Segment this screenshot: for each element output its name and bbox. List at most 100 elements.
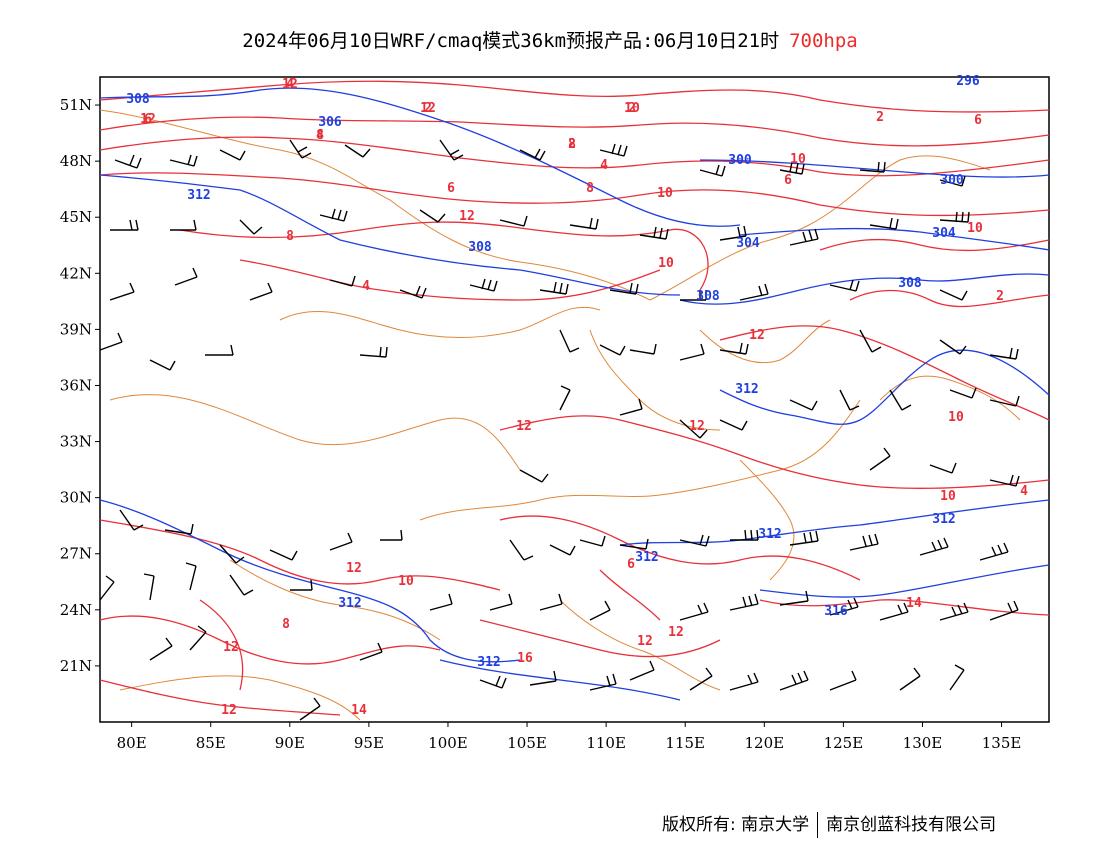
longitude-label: 115E bbox=[665, 734, 705, 752]
temperature-label: 2 bbox=[876, 110, 884, 125]
latitude-label: 51N bbox=[60, 96, 92, 114]
longitude-ticks bbox=[131, 722, 1003, 727]
temperature-label: 10 bbox=[967, 221, 983, 236]
latitude-label: 21N bbox=[60, 657, 92, 675]
temperature-label: 12 bbox=[749, 328, 765, 343]
temperature-label: 12 bbox=[637, 634, 653, 649]
temperature-label: 6 bbox=[784, 173, 792, 188]
temperature-label: 6 bbox=[974, 113, 982, 128]
latitude-label: 39N bbox=[60, 320, 92, 338]
copyright-separator bbox=[817, 812, 819, 838]
latitude-label: 42N bbox=[60, 264, 92, 282]
longitude-label: 85E bbox=[196, 734, 226, 752]
copyright-owner-1: 版权所有: 南京大学 bbox=[662, 815, 810, 835]
geopotential-height-contours bbox=[99, 87, 1050, 701]
temperature-label: 6 bbox=[627, 557, 635, 572]
longitude-label: 135E bbox=[982, 734, 1022, 752]
temperature-label: 2 bbox=[568, 137, 576, 152]
height-label: 312 bbox=[635, 550, 658, 565]
temperature-label: 8 bbox=[586, 181, 594, 196]
title-text: 2024年06月10日WRF/cmaq模式36km预报产品:06月10日21时 bbox=[242, 30, 780, 52]
copyright-footer: 版权所有: 南京大学 南京创蓝科技有限公司 bbox=[662, 810, 996, 838]
height-label: 308 bbox=[126, 92, 150, 107]
map-title: 2024年06月10日WRF/cmaq模式36km预报产品:06月10日21时 7… bbox=[0, 26, 1100, 53]
temperature-label: 12 bbox=[516, 419, 532, 434]
height-contour-labels: 308 306 296 312 300 300 308 304 304 308 308 312 312 3… bbox=[126, 74, 980, 670]
height-label: 300 bbox=[940, 173, 964, 188]
height-label: 300 bbox=[728, 153, 752, 168]
temperature-label: 12 bbox=[140, 112, 156, 127]
temperature-label: 12 bbox=[221, 703, 237, 718]
latitude-label: 27N bbox=[60, 545, 92, 563]
height-label: 312 bbox=[758, 527, 781, 542]
temperature-label: 10 bbox=[658, 256, 674, 271]
latitude-label: 24N bbox=[60, 601, 92, 619]
pressure-level: 700hpa bbox=[789, 30, 858, 52]
height-label: 316 bbox=[824, 604, 848, 619]
longitude-labels: 80E 85E 90E 95E 100E 105E 110E 115E 120E 125E 130E… bbox=[117, 734, 1022, 752]
temperature-label: 6 bbox=[144, 112, 152, 127]
temperature-label: 10 bbox=[948, 410, 964, 425]
temperature-label: 2 bbox=[996, 289, 1004, 304]
longitude-label: 90E bbox=[275, 734, 305, 752]
height-label: 304 bbox=[932, 226, 956, 241]
longitude-label: 95E bbox=[354, 734, 384, 752]
longitude-label: 125E bbox=[824, 734, 864, 752]
temperature-label: 12 bbox=[689, 419, 705, 434]
temperature-label: 12 bbox=[346, 561, 362, 576]
height-label: 312 bbox=[477, 655, 500, 670]
temperature-label: 10 bbox=[657, 186, 673, 201]
temperature-label: 4 bbox=[1020, 484, 1028, 499]
temperature-label: 10 bbox=[398, 574, 414, 589]
temperature-label: 12 bbox=[459, 209, 475, 224]
temperature-label: 16 bbox=[517, 651, 533, 666]
height-label: 308 bbox=[468, 240, 492, 255]
longitude-label: 105E bbox=[507, 734, 547, 752]
height-label: 312 bbox=[187, 188, 210, 203]
temperature-label: 8 bbox=[282, 617, 290, 632]
temperature-label: 10 bbox=[940, 489, 956, 504]
temperature-label: 4 bbox=[362, 279, 370, 294]
longitude-label: 130E bbox=[903, 734, 943, 752]
temperature-label: 8 bbox=[568, 137, 576, 152]
longitude-label: 80E bbox=[117, 734, 147, 752]
latitude-ticks bbox=[95, 104, 100, 667]
temperature-label: 12 bbox=[668, 625, 684, 640]
latitude-label: 30N bbox=[60, 489, 92, 507]
latitude-labels: 51N 48N 45N 42N 39N 36N 33N 30N 27N 24N 21N bbox=[60, 96, 92, 675]
temperature-label: 4 bbox=[286, 77, 294, 92]
temperature-label: 10 bbox=[624, 101, 640, 116]
temperature-label: 4 bbox=[316, 128, 324, 143]
latitude-label: 33N bbox=[60, 433, 92, 451]
height-label: 304 bbox=[736, 236, 760, 251]
temperature-label: 10 bbox=[790, 152, 806, 167]
longitude-label: 110E bbox=[586, 734, 626, 752]
height-label: 312 bbox=[932, 512, 955, 527]
temperature-label: 14 bbox=[351, 703, 367, 718]
wind-barbs bbox=[99, 139, 1020, 721]
height-label: 312 bbox=[735, 382, 758, 397]
temperature-label: 12 bbox=[420, 101, 436, 116]
temperature-contours bbox=[99, 80, 1050, 716]
latitude-label: 45N bbox=[60, 208, 92, 226]
temperature-label: 4 bbox=[600, 158, 608, 173]
height-label: 308 bbox=[898, 276, 922, 291]
latitude-label: 36N bbox=[60, 376, 92, 394]
temperature-label: 2 bbox=[424, 101, 432, 116]
height-label: 296 bbox=[956, 74, 980, 89]
temperature-label: 2 bbox=[628, 101, 636, 116]
temperature-label: 8 bbox=[286, 229, 294, 244]
map-frame bbox=[99, 76, 1050, 723]
height-label: 312 bbox=[338, 596, 361, 611]
longitude-label: 100E bbox=[428, 734, 468, 752]
temperature-label: 12 bbox=[282, 77, 298, 92]
province-borders bbox=[99, 109, 1021, 721]
temperature-label: 8 bbox=[316, 128, 324, 143]
height-label: 306 bbox=[318, 115, 342, 130]
longitude-label: 120E bbox=[745, 734, 785, 752]
temperature-label: 6 bbox=[447, 181, 455, 196]
height-label: 308 bbox=[696, 289, 720, 304]
copyright-owner-2: 南京创蓝科技有限公司 bbox=[826, 815, 997, 835]
